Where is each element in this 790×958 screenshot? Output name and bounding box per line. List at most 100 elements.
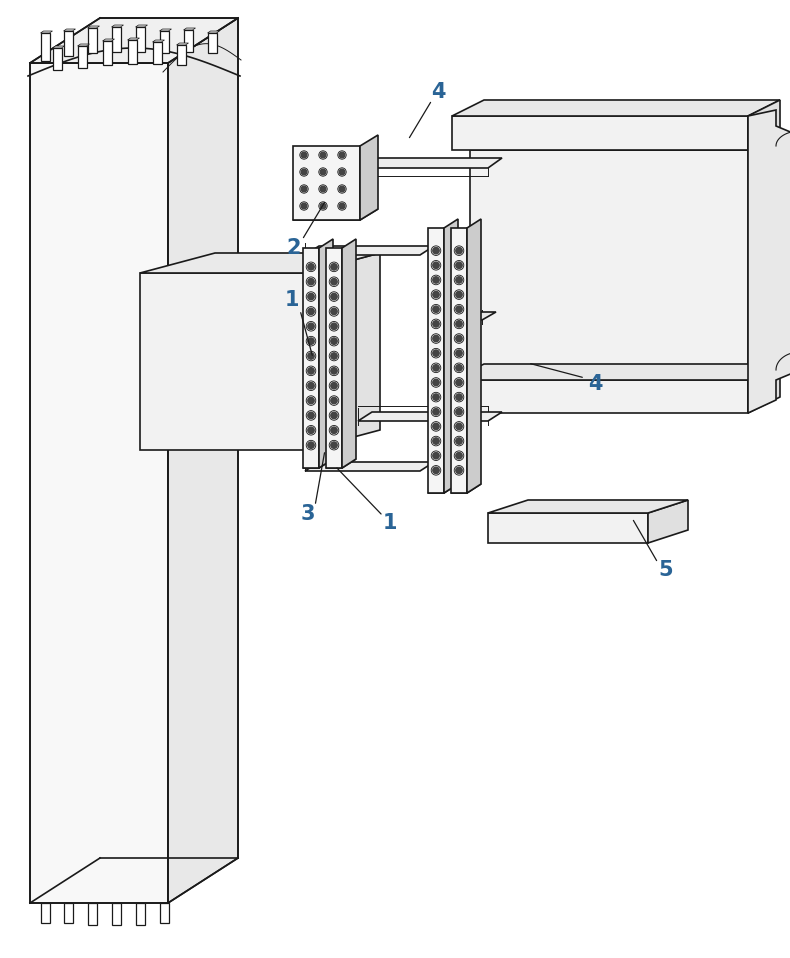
Text: 5: 5 [659, 560, 673, 580]
Polygon shape [127, 40, 137, 64]
Polygon shape [160, 29, 171, 31]
Polygon shape [326, 459, 356, 468]
Polygon shape [451, 484, 481, 493]
Polygon shape [136, 27, 145, 52]
Polygon shape [152, 42, 161, 64]
Circle shape [308, 338, 314, 344]
Polygon shape [160, 31, 168, 53]
Circle shape [301, 152, 307, 158]
Circle shape [433, 379, 439, 386]
Circle shape [331, 368, 337, 374]
Polygon shape [88, 28, 96, 53]
Polygon shape [748, 364, 780, 413]
Polygon shape [183, 28, 195, 30]
Circle shape [456, 394, 462, 400]
Polygon shape [140, 253, 380, 273]
Polygon shape [103, 41, 111, 65]
Circle shape [331, 308, 337, 314]
Circle shape [433, 423, 439, 429]
Polygon shape [52, 48, 62, 70]
Circle shape [433, 438, 439, 445]
Polygon shape [140, 273, 305, 450]
Polygon shape [488, 500, 688, 513]
Circle shape [433, 247, 439, 254]
Circle shape [339, 170, 344, 174]
Polygon shape [208, 31, 220, 33]
Polygon shape [40, 31, 52, 33]
Polygon shape [748, 100, 780, 150]
Polygon shape [428, 228, 444, 493]
Polygon shape [467, 219, 481, 493]
Circle shape [456, 423, 462, 429]
Circle shape [331, 293, 337, 300]
Circle shape [433, 321, 439, 327]
Circle shape [339, 186, 344, 192]
Polygon shape [103, 39, 115, 41]
Circle shape [308, 427, 314, 433]
Circle shape [433, 306, 439, 312]
Circle shape [308, 382, 314, 389]
Circle shape [456, 306, 462, 312]
Circle shape [308, 412, 314, 419]
Circle shape [320, 152, 325, 158]
Circle shape [456, 247, 462, 254]
Circle shape [331, 323, 337, 330]
Circle shape [308, 308, 314, 314]
Polygon shape [152, 40, 164, 42]
Polygon shape [176, 43, 189, 45]
Circle shape [339, 203, 344, 209]
Polygon shape [88, 26, 100, 28]
Circle shape [331, 442, 337, 448]
Text: 4: 4 [431, 82, 446, 102]
Circle shape [308, 279, 314, 285]
Polygon shape [293, 209, 378, 220]
Polygon shape [30, 18, 238, 63]
Polygon shape [470, 134, 780, 150]
Circle shape [456, 438, 462, 445]
Circle shape [331, 279, 337, 285]
Circle shape [331, 338, 337, 344]
Circle shape [433, 277, 439, 284]
Polygon shape [444, 219, 458, 493]
Circle shape [320, 186, 325, 192]
Polygon shape [358, 158, 502, 168]
Polygon shape [160, 903, 168, 923]
Polygon shape [326, 248, 342, 468]
Polygon shape [648, 500, 688, 543]
Polygon shape [77, 44, 89, 46]
Circle shape [331, 263, 337, 270]
Circle shape [433, 291, 439, 298]
Circle shape [320, 203, 325, 209]
Polygon shape [452, 380, 748, 413]
Polygon shape [748, 110, 790, 413]
Text: 1: 1 [382, 513, 397, 533]
Polygon shape [488, 513, 648, 543]
Circle shape [331, 412, 337, 419]
Circle shape [308, 442, 314, 448]
Text: 1: 1 [284, 290, 299, 310]
Polygon shape [136, 25, 148, 27]
Polygon shape [470, 150, 748, 380]
Polygon shape [52, 46, 65, 48]
Circle shape [331, 382, 337, 389]
Circle shape [433, 262, 439, 268]
Circle shape [456, 335, 462, 342]
Polygon shape [342, 239, 356, 468]
Polygon shape [360, 135, 378, 220]
Circle shape [308, 293, 314, 300]
Circle shape [433, 394, 439, 400]
Polygon shape [452, 116, 748, 150]
Polygon shape [208, 33, 216, 53]
Polygon shape [428, 484, 458, 493]
Circle shape [308, 323, 314, 330]
Polygon shape [40, 903, 50, 923]
Circle shape [331, 427, 337, 433]
Circle shape [331, 353, 337, 359]
Polygon shape [111, 27, 121, 52]
Circle shape [456, 408, 462, 415]
Polygon shape [40, 33, 50, 61]
Polygon shape [88, 903, 96, 925]
Circle shape [456, 321, 462, 327]
Circle shape [308, 263, 314, 270]
Circle shape [433, 335, 439, 342]
